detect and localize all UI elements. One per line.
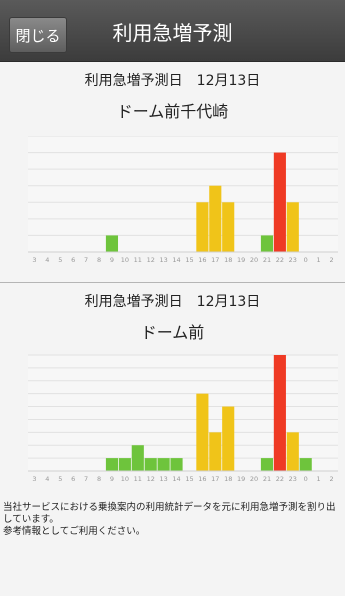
tick-label: 3 (32, 475, 36, 483)
tick-label: 0 (304, 475, 308, 483)
tick-label: 20 (250, 256, 258, 264)
tick-label: 16 (198, 256, 206, 264)
tick-label: 8 (97, 256, 101, 264)
station-name: ドーム前 (0, 319, 345, 343)
tick-label: 14 (172, 256, 180, 264)
tick-label: 23 (289, 475, 297, 483)
bar-10 (119, 458, 131, 471)
forecast-chart: 3 4 5 6 7 8 9 10 11 12 13 14 15 16 17 18 19 20 21 22 23 0 1 2 (0, 353, 345, 485)
tick-label: 18 (224, 256, 232, 264)
tick-label: 10 (121, 475, 129, 483)
tick-label: 22 (276, 475, 284, 483)
tick-label: 6 (71, 475, 75, 483)
bar-16 (196, 394, 208, 471)
forecast-date: 利用急増予測日 12月13日 (0, 70, 345, 90)
app-header: 閉じる 利用急増予測 (0, 0, 345, 62)
notice-text: 当社サービスにおける乗換案内の利用統計データを元に利用急増予測を割り出しています… (3, 502, 343, 538)
tick-label: 14 (172, 475, 180, 483)
bar-12 (145, 458, 157, 471)
tick-label: 4 (45, 475, 49, 483)
tick-label: 1 (317, 256, 321, 264)
bar-21 (261, 235, 273, 252)
forecast-section-1: 利用急増予測日 12月13日 ドーム前千代崎 3 4 5 6 7 8 9 10 11 12 13 14… (0, 62, 345, 282)
tick-label: 9 (110, 256, 114, 264)
bar-0 (300, 458, 312, 471)
tick-label: 12 (147, 475, 155, 483)
bar-11 (132, 445, 144, 471)
tick-label: 21 (263, 256, 271, 264)
bar-14 (170, 458, 182, 471)
tick-label: 21 (263, 475, 271, 483)
forecast-date: 利用急増予測日 12月13日 (0, 291, 345, 311)
forecast-section-2: 利用急増予測日 12月13日 ドーム前 3 4 5 6 7 8 9 10 11 12 13 14 15 1… (0, 283, 345, 483)
tick-label: 17 (211, 256, 219, 264)
tick-label: 7 (84, 256, 88, 264)
tick-label: 6 (71, 256, 75, 264)
bar-17 (209, 186, 221, 252)
tick-label: 9 (110, 475, 114, 483)
tick-label: 3 (32, 256, 36, 264)
notice-line: 参考情報としてご利用ください。 (3, 526, 343, 538)
tick-label: 0 (304, 256, 308, 264)
tick-label: 4 (45, 256, 49, 264)
tick-label: 17 (211, 475, 219, 483)
close-button[interactable]: 閉じる (9, 17, 67, 53)
tick-label: 8 (97, 475, 101, 483)
bar-13 (158, 458, 170, 471)
page-title: 利用急増予測 (75, 0, 270, 62)
bar-23 (287, 432, 299, 471)
bar-9 (106, 458, 118, 471)
tick-label: 15 (185, 256, 193, 264)
tick-label: 15 (185, 475, 193, 483)
tick-label: 22 (276, 256, 284, 264)
tick-label: 2 (329, 475, 333, 483)
tick-label: 11 (134, 475, 142, 483)
tick-label: 1 (317, 475, 321, 483)
bar-22 (274, 153, 286, 252)
tick-label: 20 (250, 475, 258, 483)
tick-label: 19 (237, 475, 245, 483)
tick-label: 5 (58, 256, 62, 264)
tick-label: 13 (159, 475, 167, 483)
tick-label: 16 (198, 475, 206, 483)
notice-line: 当社サービスにおける乗換案内の利用統計データを元に利用急増予測を割り出しています… (3, 502, 343, 526)
tick-label: 19 (237, 256, 245, 264)
bar-22 (274, 355, 286, 471)
station-name: ドーム前千代崎 (0, 98, 345, 122)
bar-16 (196, 202, 208, 252)
tick-label: 2 (329, 256, 333, 264)
bar-9 (106, 235, 118, 252)
bar-17 (209, 432, 221, 471)
tick-label: 10 (121, 256, 129, 264)
tick-label: 5 (58, 475, 62, 483)
tick-label: 11 (134, 256, 142, 264)
bar-23 (287, 202, 299, 252)
bar-21 (261, 458, 273, 471)
tick-label: 23 (289, 256, 297, 264)
tick-label: 13 (159, 256, 167, 264)
bar-18 (222, 407, 234, 471)
tick-label: 12 (147, 256, 155, 264)
tick-label: 7 (84, 475, 88, 483)
forecast-chart: 3 4 5 6 7 8 9 10 11 12 13 14 15 16 17 18 19 20 21 22 23 0 1 2 (0, 136, 345, 266)
tick-label: 18 (224, 475, 232, 483)
bar-18 (222, 202, 234, 252)
